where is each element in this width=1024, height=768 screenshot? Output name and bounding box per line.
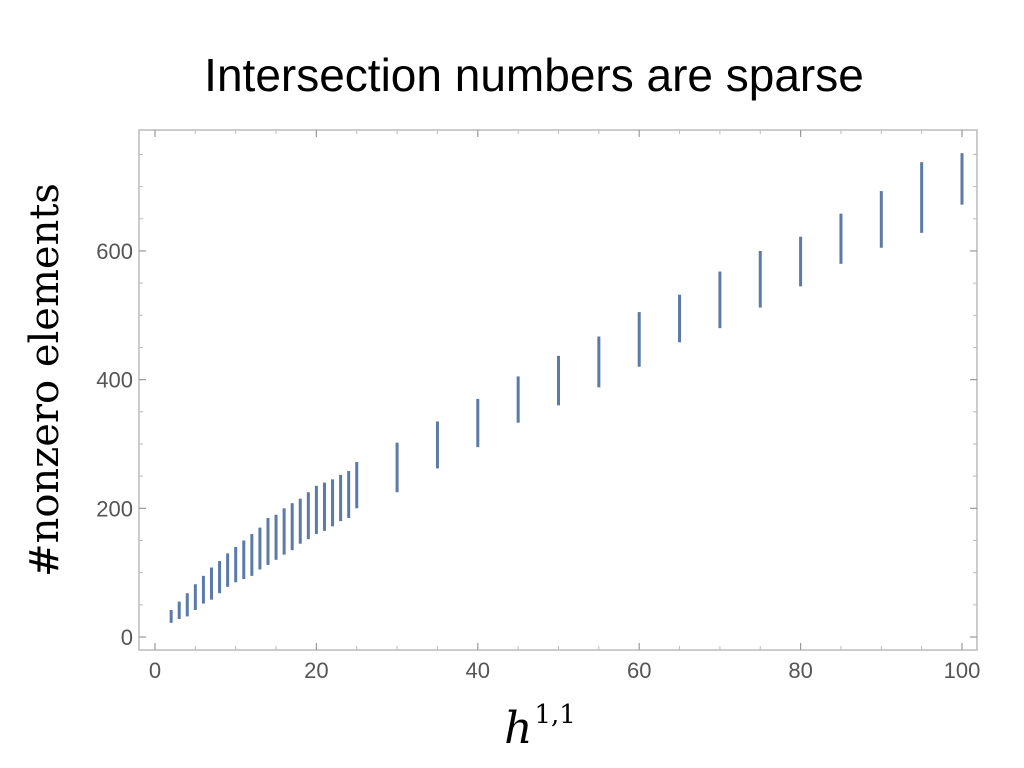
x-axis-label-base: h — [504, 703, 533, 754]
y-tick-label: 600 — [96, 239, 133, 264]
slide-title: Intersection numbers are sparse — [204, 49, 864, 101]
ticks-layer: 0 20 40 60 80 100 0 200 400 600 — [96, 130, 980, 683]
y-tick-label: 0 — [121, 625, 133, 650]
x-axis-label: h1,1 — [504, 700, 576, 754]
y-tick-label: 200 — [96, 496, 133, 521]
x-tick-label: 0 — [149, 658, 161, 683]
x-tick-label: 60 — [627, 658, 651, 683]
marks-layer — [169, 153, 964, 623]
x-tick-label: 20 — [304, 658, 328, 683]
x-axis-label-superscript: 1,1 — [534, 700, 576, 730]
x-tick-label: 40 — [466, 658, 490, 683]
y-tick-label: 400 — [96, 368, 133, 393]
x-tick-label: 80 — [788, 658, 812, 683]
x-tick-label: 100 — [944, 658, 981, 683]
